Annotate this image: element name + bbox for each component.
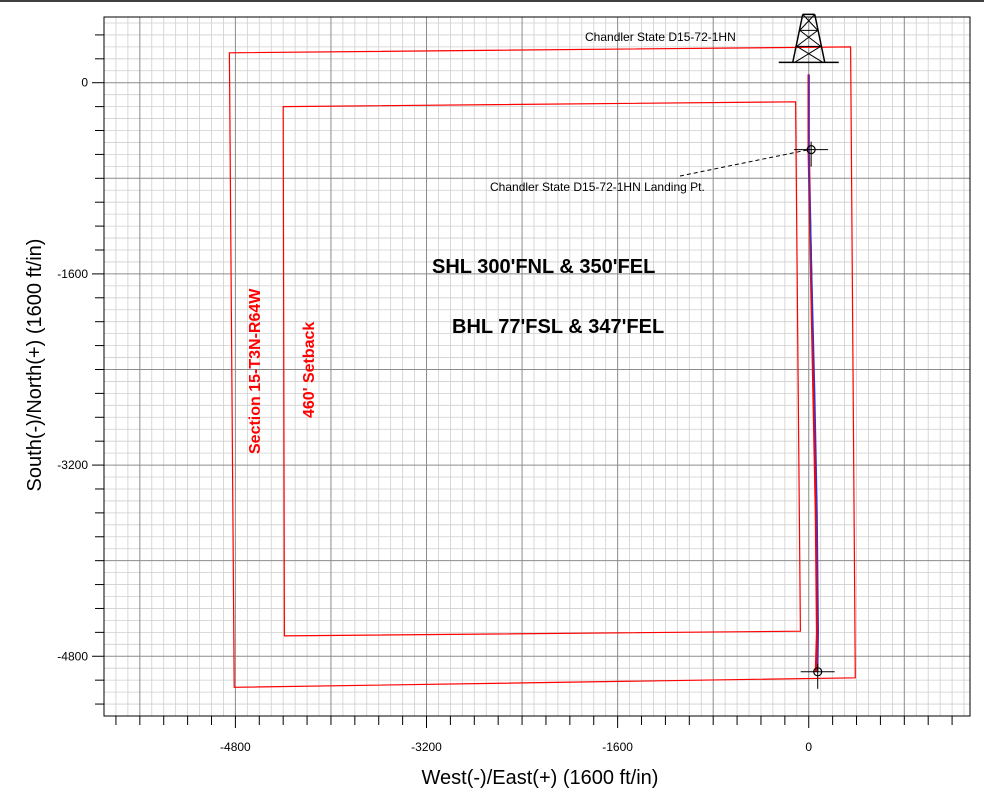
plot-frame [103,16,971,717]
x-axis-label: West(-)/East(+) (1600 ft/in) [422,767,659,789]
x-tick-label: -1600 [602,740,633,754]
markers-layer [794,141,835,689]
bhl-label: BHL 77'FSL & 347'FEL [452,316,664,338]
y-axis-ticks: 0 -1600 -3200 -4800 [57,34,104,705]
y-tick-label: -4800 [57,649,88,663]
landing-point-label: Chandler State D15-72-1HN Landing Pt. [490,180,705,194]
rig-leg [814,14,826,63]
well-name-label: Chandler State D15-72-1HN [585,30,736,44]
major-grid [104,17,970,716]
rig-cross [794,45,822,63]
shl-label: SHL 300'FNL & 350'FEL [432,256,655,278]
landing-point-leader [679,149,810,177]
x-tick-label: -4800 [220,740,251,754]
rig-cross [799,29,822,47]
lease-boundary-polygon [282,101,802,637]
y-axis-label: South(-)/North(+) (1600 ft/in) [24,239,46,492]
minor-grid [103,17,970,717]
rig-cross [802,14,819,31]
x-tick-label: 0 [805,740,812,754]
rig-leg [792,14,804,63]
y-tick-label: -3200 [57,458,88,472]
rig-cross [799,14,816,31]
rig-cross [796,45,824,63]
y-tick-label: -1600 [57,267,88,281]
drilling-rig-icon [778,13,839,64]
section-label: Section 15-T3N-R64W [247,288,264,454]
rig-cross [796,29,819,47]
setback-label: 460' Setback [301,322,318,418]
lease-boundary-polygon [228,46,856,688]
bottom-hole-marker [813,667,823,677]
y-tick-label: 0 [81,76,88,90]
x-tick-label: -3200 [411,740,442,754]
x-axis-ticks: -4800 -3200 -1600 0 [115,716,953,754]
